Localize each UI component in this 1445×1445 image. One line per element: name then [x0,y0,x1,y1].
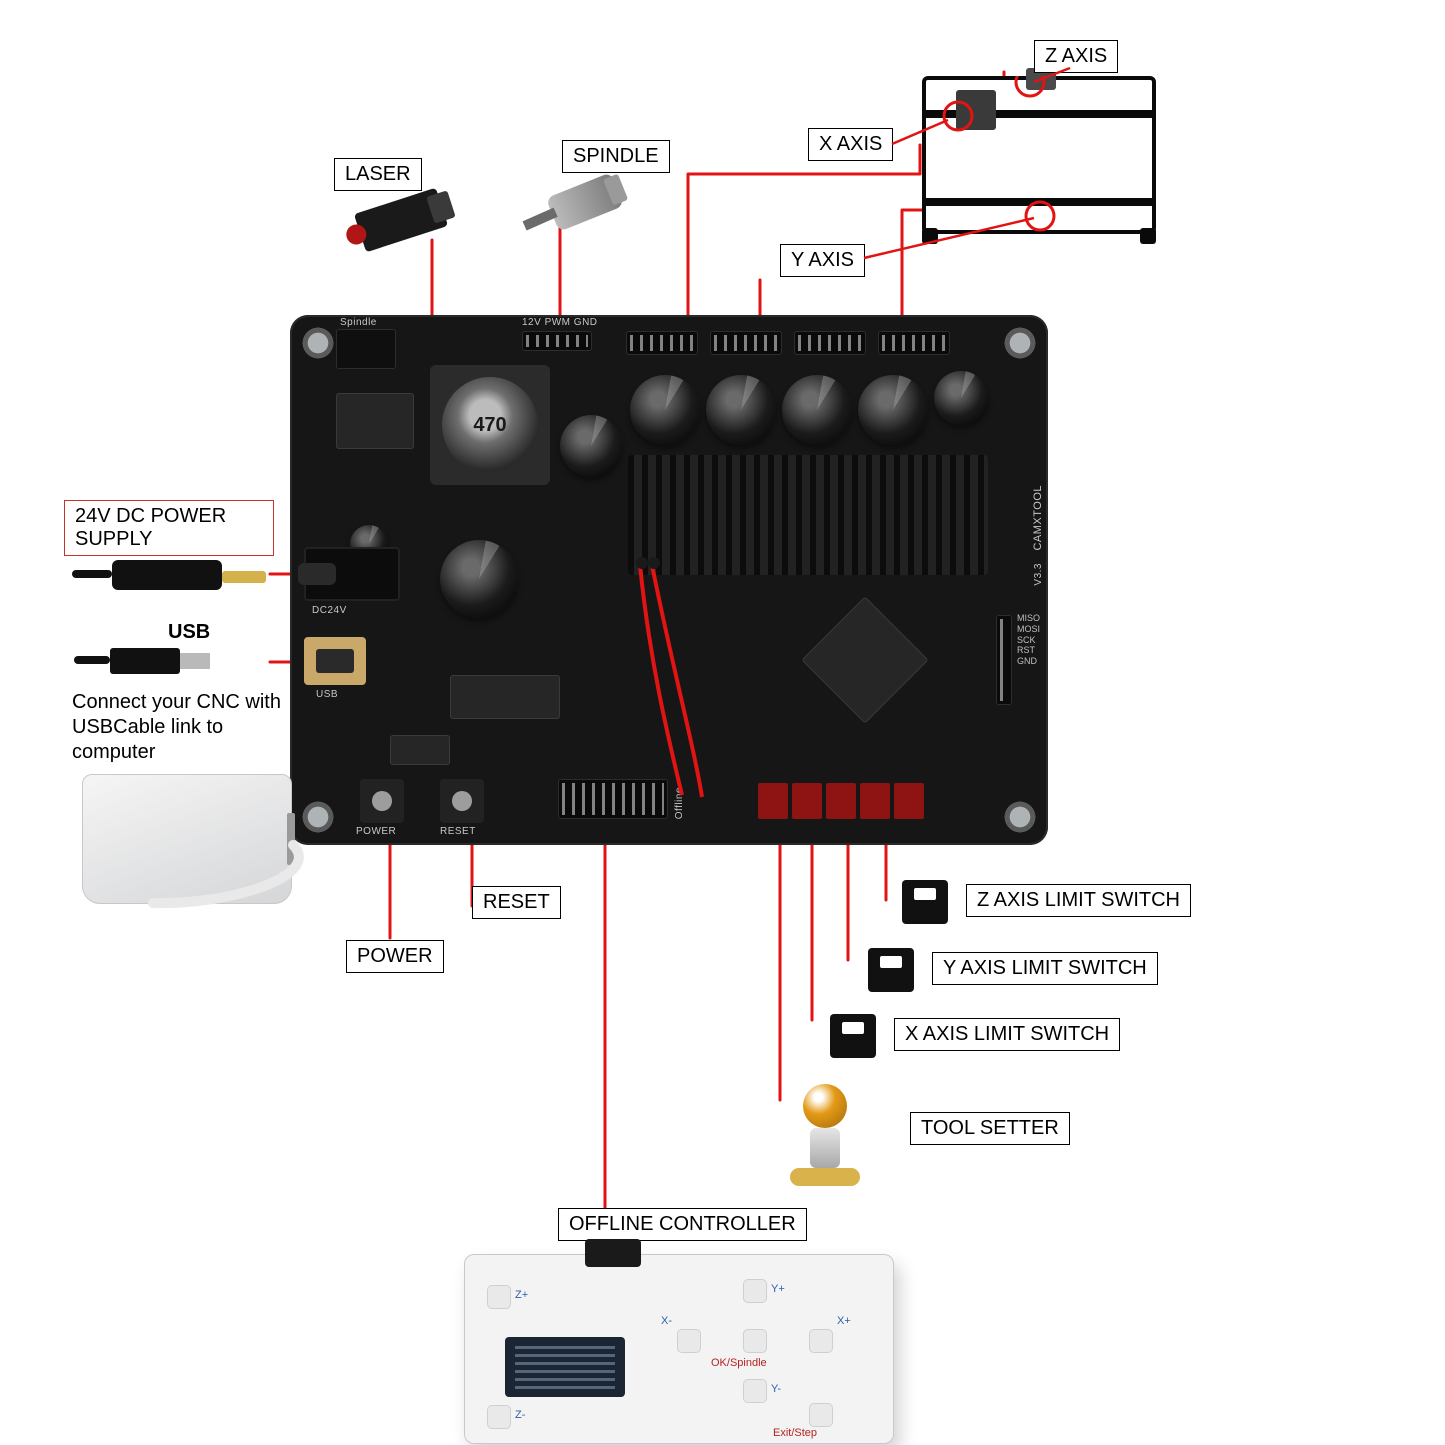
ctrl-exit: Exit/Step [773,1427,817,1439]
usb-plug-icon [110,648,180,674]
silk-model: CAMXTOOL [1032,485,1044,551]
spindle-icon [550,184,620,220]
ctrl-zminus: Z- [515,1409,525,1421]
cnc-frame-icon [922,76,1156,234]
label-xaxis: X AXIS [808,128,893,161]
ctrl-zplus: Z+ [515,1289,528,1301]
silk-power: POWER [356,826,396,837]
silk-version: V3.3 [1033,563,1044,586]
x-limit-switch-icon [830,1014,876,1058]
offline-controller: Z+ Z- Y+ X- OK/Spindle X+ Y- Exit/Step [464,1254,894,1444]
label-yaxis: Y AXIS [780,244,865,277]
inductor-470: 470 [442,377,538,473]
ctrl-xminus: X- [661,1315,672,1327]
ctrl-yminus: Y- [771,1383,781,1395]
silk-pwm: 12V PWM GND [522,317,598,328]
label-power-btn: POWER [346,940,444,973]
tool-setter-icon [790,1084,860,1186]
silk-spindle: Spindle [340,317,377,328]
silk-usb: USB [316,689,338,700]
label-reset-btn: RESET [472,886,561,919]
label-zaxis: Z AXIS [1034,40,1118,73]
dc-plug-icon [112,560,222,590]
pcb-board: 470 Spindle 12V PWM GND DC24V USB MISOMO… [290,315,1048,845]
label-offline: OFFLINE CONTROLLER [558,1208,807,1241]
silk-dc24v: DC24V [312,605,347,616]
ctrl-ok: OK/Spindle [711,1357,767,1369]
ctrl-xplus: X+ [837,1315,851,1327]
laser-module-icon [358,200,444,240]
silk-offline: Offline [674,787,685,819]
silk-spi: MISOMOSISCKRSTGND [1017,613,1040,667]
label-power-supply: 24V DC POWER SUPPLY [64,500,274,556]
ctrl-yplus: Y+ [771,1283,785,1295]
y-limit-switch-icon [868,948,914,992]
laptop-icon [82,774,292,904]
z-limit-switch-icon [902,880,948,924]
label-z-limit: Z AXIS LIMIT SWITCH [966,884,1191,917]
label-spindle: SPINDLE [562,140,670,173]
label-tool-setter: TOOL SETTER [910,1112,1070,1145]
label-usb-body: Connect your CNC with USBCable link to c… [72,690,312,765]
label-x-limit: X AXIS LIMIT SWITCH [894,1018,1120,1051]
silk-reset: RESET [440,826,476,837]
label-laser: LASER [334,158,422,191]
label-usb-title: USB [168,620,210,645]
label-y-limit: Y AXIS LIMIT SWITCH [932,952,1158,985]
